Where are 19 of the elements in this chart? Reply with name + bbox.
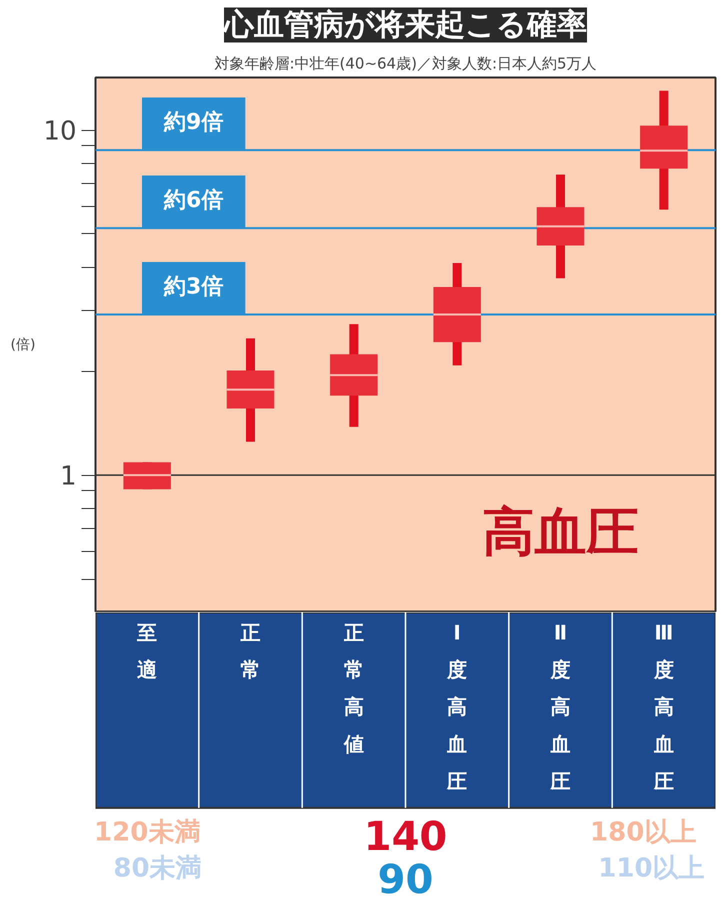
ref-line-label: 約3倍 bbox=[163, 274, 224, 300]
y-axis-title: (倍) bbox=[10, 337, 36, 353]
y-tick-label: 10 bbox=[43, 116, 77, 147]
chart-title: 心血管病が将来起こる確率 bbox=[222, 8, 587, 42]
text: 120未満 bbox=[94, 817, 200, 848]
x-tick-label: 正常高値 bbox=[342, 620, 364, 756]
x-tick-label: Ⅱ度高血圧 bbox=[550, 620, 570, 794]
x-tick-label: Ⅲ度高血圧 bbox=[652, 620, 674, 794]
ref-line-label: 約9倍 bbox=[163, 110, 224, 136]
text: 80未満 bbox=[113, 853, 202, 884]
y-tick-label: 1 bbox=[60, 462, 77, 492]
ref-line-label: 約6倍 bbox=[163, 188, 224, 214]
text: 180以上 bbox=[590, 817, 696, 848]
text: 110以上 bbox=[598, 853, 705, 884]
x-tick-label: Ⅰ度高血圧 bbox=[446, 620, 468, 794]
x-tick-label: 至適 bbox=[136, 620, 158, 682]
x-tick-label: 正常 bbox=[240, 620, 260, 682]
chart-subtitle: 対象年齢層:中壮年(40~64歳)／対象人数:日本人約5万人 bbox=[214, 54, 597, 72]
annotation: 高血圧 bbox=[482, 502, 638, 562]
